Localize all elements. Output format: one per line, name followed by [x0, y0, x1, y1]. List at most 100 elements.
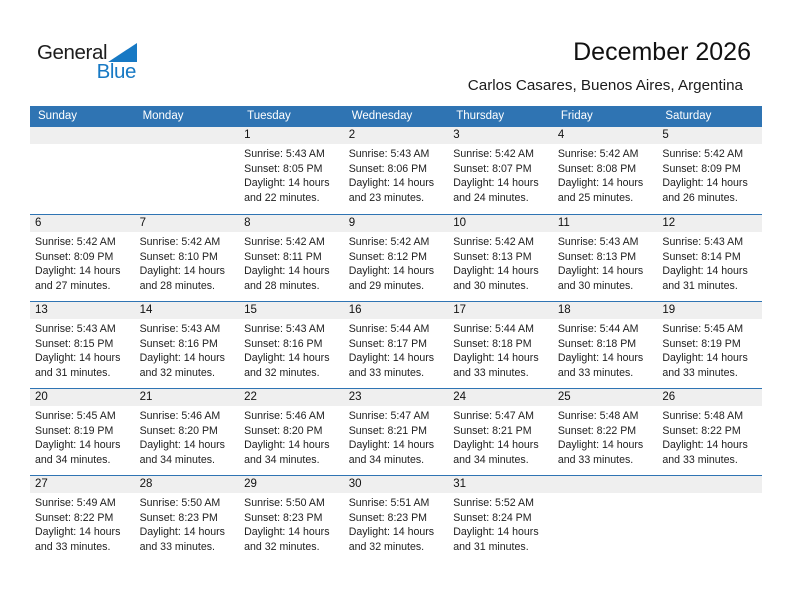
day-cell: 21 Sunrise: 5:46 AM Sunset: 8:20 PM Dayligh…	[134, 389, 240, 475]
empty-day-cell	[134, 127, 240, 214]
sun-info: Sunrise: 5:42 AM Sunset: 8:09 PM Daylight:…	[657, 144, 762, 205]
empty-day-cell	[657, 476, 762, 562]
date-number: 6	[30, 215, 135, 232]
daylight-text: Daylight: 14 hours	[348, 526, 435, 538]
sunrise-text: Sunrise: 5:42 AM	[244, 236, 325, 248]
daylight-text: Daylight: 14 hours	[139, 352, 225, 364]
date-number: 9	[343, 215, 449, 232]
daylight-text-continued: and 22 minutes.	[244, 191, 320, 204]
sun-info: Sunrise: 5:50 AM Sunset: 8:23 PM Daylight:…	[135, 493, 240, 554]
empty-date-band	[552, 476, 658, 493]
day-cell: 27 Sunrise: 5:49 AM Sunset: 8:22 PM Dayligh…	[30, 476, 135, 562]
daylight-text: Daylight: 14 hours	[139, 265, 225, 277]
sun-info: Sunrise: 5:45 AM Sunset: 8:19 PM Daylight:…	[657, 319, 762, 380]
sunset-text: Sunset: 8:09 PM	[35, 250, 114, 263]
date-number: 28	[134, 476, 240, 493]
day-cell: 8 Sunrise: 5:42 AM Sunset: 8:11 PM Daylight…	[239, 215, 344, 301]
sunset-text: Sunset: 8:10 PM	[139, 250, 218, 263]
daylight-text: Daylight: 14 hours	[244, 352, 330, 364]
sunset-text: Sunset: 8:16 PM	[244, 337, 323, 350]
sun-info: Sunrise: 5:42 AM Sunset: 8:12 PM Daylight:…	[344, 232, 449, 293]
date-number: 31	[448, 476, 553, 493]
daylight-text: Daylight: 14 hours	[244, 177, 330, 189]
month-title: December 2026	[573, 38, 751, 66]
daylight-text: Daylight: 14 hours	[139, 439, 225, 451]
sunset-text: Sunset: 8:19 PM	[35, 424, 114, 437]
weekday-header-row: Sunday Monday Tuesday Wednesday Thursday Frid…	[30, 106, 762, 127]
daylight-text: Daylight: 14 hours	[244, 439, 330, 451]
sunset-text: Sunset: 8:24 PM	[453, 511, 532, 524]
daylight-text-continued: and 34 minutes.	[139, 453, 215, 466]
daylight-text: Daylight: 14 hours	[662, 439, 748, 451]
day-cell: 10 Sunrise: 5:42 AM Sunset: 8:13 PM Dayligh…	[448, 215, 553, 301]
daylight-text-continued: and 24 minutes.	[453, 191, 529, 204]
date-number: 19	[657, 302, 762, 319]
sunset-text: Sunset: 8:07 PM	[453, 162, 532, 175]
sunset-text: Sunset: 8:16 PM	[139, 337, 218, 350]
empty-date-band	[30, 127, 135, 144]
sunrise-text: Sunrise: 5:43 AM	[348, 148, 430, 160]
sun-info: Sunrise: 5:43 AM Sunset: 8:16 PM Daylight:…	[239, 319, 344, 380]
daylight-text: Daylight: 14 hours	[35, 265, 121, 277]
weekday-header-tuesday: Tuesday	[247, 110, 291, 122]
sun-info: Sunrise: 5:43 AM Sunset: 8:16 PM Daylight:…	[135, 319, 240, 380]
logo-top-row: General	[37, 42, 137, 64]
day-cell: 9 Sunrise: 5:42 AM Sunset: 8:12 PM Daylight…	[343, 215, 449, 301]
sun-info: Sunrise: 5:42 AM Sunset: 8:11 PM Daylight:…	[239, 232, 344, 293]
date-number: 29	[239, 476, 344, 493]
location-subtitle: Carlos Casares, Buenos Aires, Argentina	[467, 77, 743, 94]
sunrise-text: Sunrise: 5:46 AM	[244, 410, 325, 422]
sun-info: Sunrise: 5:47 AM Sunset: 8:21 PM Daylight:…	[448, 406, 553, 467]
daylight-text: Daylight: 14 hours	[557, 265, 644, 277]
daylight-text: Daylight: 14 hours	[557, 439, 644, 451]
sunrise-text: Sunrise: 5:50 AM	[244, 497, 325, 509]
date-number: 27	[30, 476, 135, 493]
daylight-text-continued: and 30 minutes.	[453, 279, 529, 292]
sun-info: Sunrise: 5:42 AM Sunset: 8:08 PM Daylight:…	[553, 144, 658, 205]
daylight-text: Daylight: 14 hours	[244, 265, 330, 277]
daylight-text-continued: and 34 minutes.	[35, 453, 111, 466]
daylight-text-continued: and 28 minutes.	[244, 279, 320, 292]
daylight-text-continued: and 33 minutes.	[662, 453, 738, 466]
sunrise-text: Sunrise: 5:46 AM	[139, 410, 221, 422]
date-number: 1	[239, 127, 344, 144]
sunrise-text: Sunrise: 5:44 AM	[348, 323, 430, 335]
daylight-text-continued: and 25 minutes.	[557, 191, 634, 204]
daylight-text-continued: and 34 minutes.	[244, 453, 320, 466]
sun-info: Sunrise: 5:43 AM Sunset: 8:05 PM Daylight:…	[239, 144, 344, 205]
general-blue-logo: General Blue	[37, 42, 137, 84]
daylight-text-continued: and 30 minutes.	[557, 279, 634, 292]
date-number: 15	[239, 302, 344, 319]
day-cell: 20 Sunrise: 5:45 AM Sunset: 8:19 PM Dayligh…	[30, 389, 135, 475]
daylight-text: Daylight: 14 hours	[662, 352, 748, 364]
sun-info: Sunrise: 5:50 AM Sunset: 8:23 PM Daylight:…	[239, 493, 344, 554]
day-cell: 1 Sunrise: 5:43 AM Sunset: 8:05 PM Daylight…	[239, 127, 344, 214]
day-cell: 19 Sunrise: 5:45 AM Sunset: 8:19 PM Dayligh…	[657, 302, 762, 388]
sunrise-text: Sunrise: 5:48 AM	[662, 410, 744, 422]
sunrise-text: Sunrise: 5:49 AM	[35, 497, 116, 509]
daylight-text-continued: and 33 minutes.	[557, 366, 634, 379]
daylight-text: Daylight: 14 hours	[453, 352, 539, 364]
date-number: 30	[343, 476, 449, 493]
sunrise-text: Sunrise: 5:43 AM	[244, 148, 325, 160]
sunrise-text: Sunrise: 5:51 AM	[348, 497, 430, 509]
sunrise-text: Sunrise: 5:42 AM	[35, 236, 116, 248]
day-cell: 23 Sunrise: 5:47 AM Sunset: 8:21 PM Dayligh…	[343, 389, 449, 475]
sun-info: Sunrise: 5:44 AM Sunset: 8:18 PM Daylight:…	[553, 319, 658, 380]
date-number: 21	[134, 389, 240, 406]
sunset-text: Sunset: 8:08 PM	[557, 162, 637, 175]
day-cell: 7 Sunrise: 5:42 AM Sunset: 8:10 PM Daylight…	[134, 215, 240, 301]
daylight-text-continued: and 33 minutes.	[662, 366, 738, 379]
daylight-text: Daylight: 14 hours	[453, 177, 539, 189]
daylight-text-continued: and 31 minutes.	[35, 366, 111, 379]
sunset-text: Sunset: 8:14 PM	[662, 250, 741, 263]
sunset-text: Sunset: 8:23 PM	[139, 511, 218, 524]
date-number: 3	[448, 127, 553, 144]
sun-info: Sunrise: 5:49 AM Sunset: 8:22 PM Daylight:…	[30, 493, 135, 554]
date-number: 10	[448, 215, 553, 232]
sun-info: Sunrise: 5:42 AM Sunset: 8:10 PM Daylight:…	[135, 232, 240, 293]
calendar-body: 1 Sunrise: 5:43 AM Sunset: 8:05 PM Daylight…	[30, 127, 762, 562]
sunset-text: Sunset: 8:22 PM	[557, 424, 637, 437]
week-row: 20 Sunrise: 5:45 AM Sunset: 8:19 PM Dayligh…	[30, 388, 762, 475]
sun-info: Sunrise: 5:46 AM Sunset: 8:20 PM Daylight:…	[135, 406, 240, 467]
